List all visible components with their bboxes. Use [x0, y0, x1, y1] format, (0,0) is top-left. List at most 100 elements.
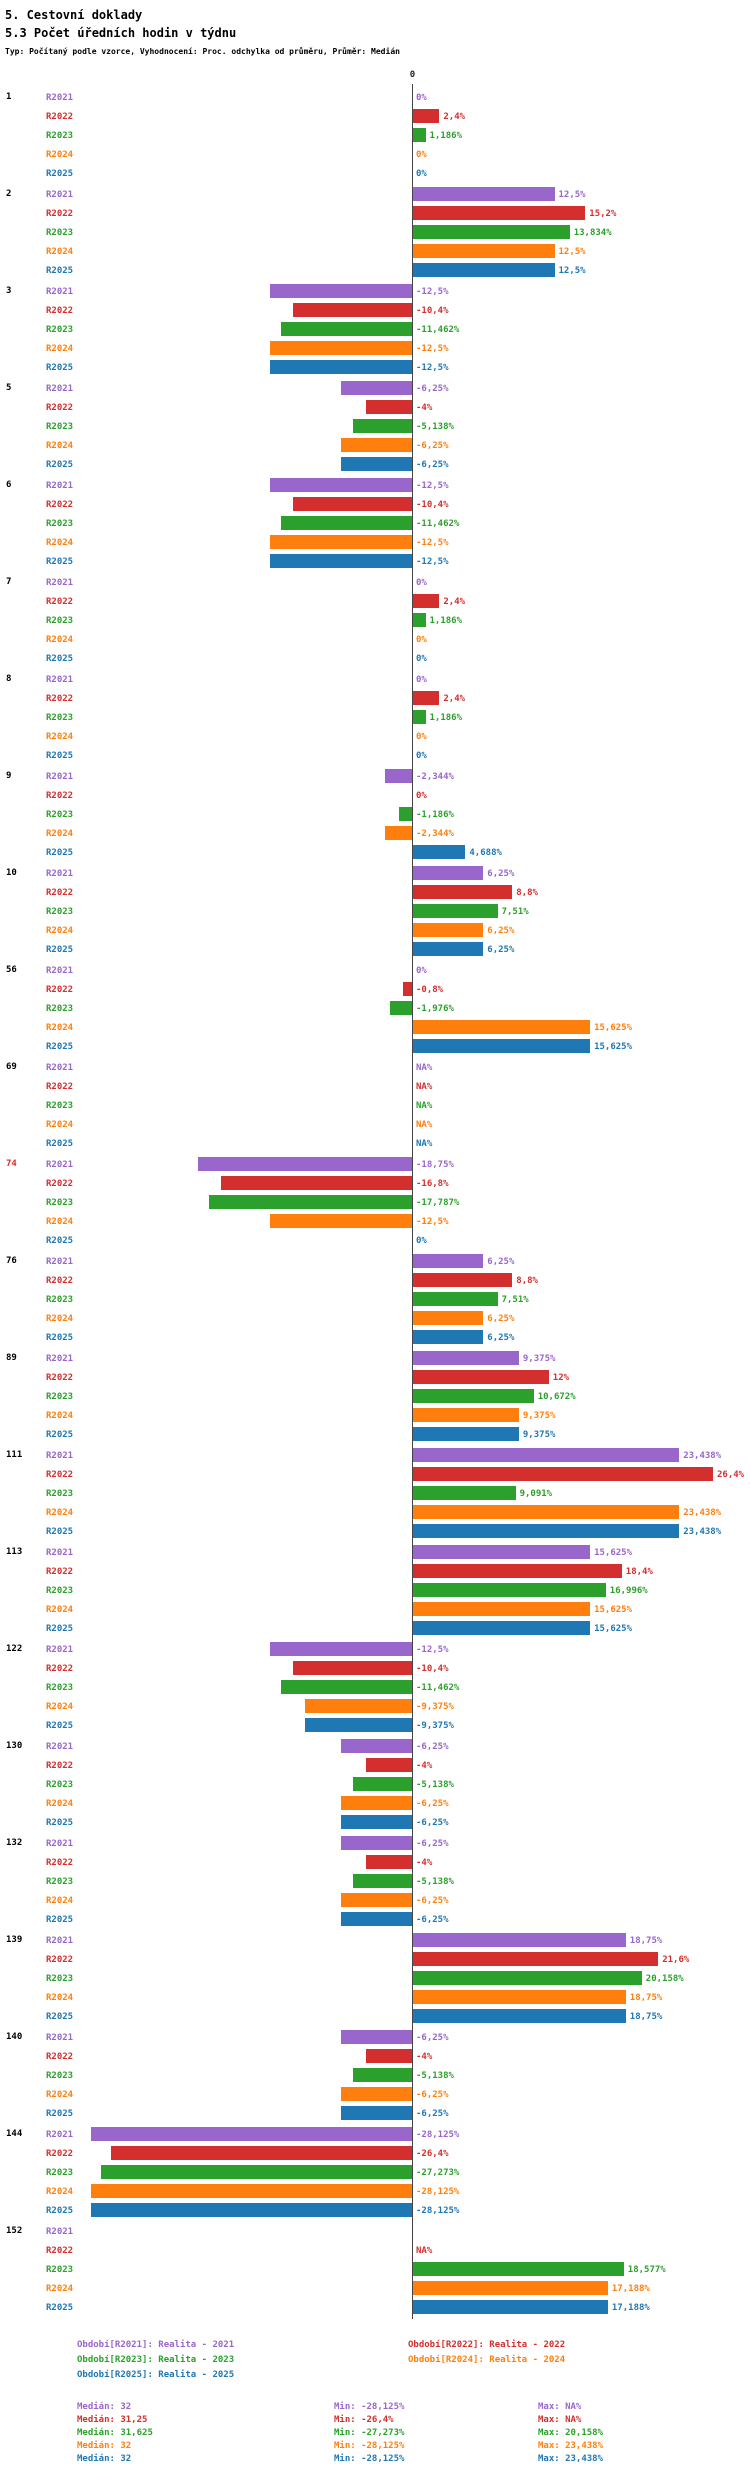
series-label: R2021: [46, 93, 74, 103]
bar-2-R2023: [412, 225, 570, 239]
value-label: 6,25%: [487, 945, 515, 955]
bar-144-R2025: [91, 2203, 412, 2217]
bar-row: R2023 9,091%: [0, 1484, 750, 1503]
bar-group-56: 56 R2021 0% R2022 -0,8% R2023 -1,976% R2024 15,6…: [0, 961, 750, 1056]
bar-row: R2024 -6,25%: [0, 2085, 750, 2104]
value-label: NA%: [416, 1063, 433, 1073]
bar-row: R2025 NA%: [0, 1134, 750, 1153]
bar-row: R2023 -11,462%: [0, 514, 750, 533]
legend-item-R2021: Období[R2021]: Realita - 2021: [77, 2340, 235, 2350]
value-label: 23,438%: [683, 1451, 722, 1461]
series-label: R2022: [46, 1567, 74, 1577]
bar-3-R2022: [293, 303, 412, 317]
bar-row: R2023 1,186%: [0, 126, 750, 145]
value-label: 6,25%: [487, 1257, 515, 1267]
bar-row: R2024 -12,5%: [0, 533, 750, 552]
value-label: 2,4%: [443, 112, 466, 122]
bar-group-139: 139 R2021 18,75% R2022 21,6% R2023 20,158% R202…: [0, 1931, 750, 2026]
stats-row-R2021: Medián: 32 Min: -28,125% Max: NA%: [0, 2402, 750, 2415]
value-label: 1,186%: [429, 616, 463, 626]
series-label: R2022: [46, 112, 74, 122]
value-label: 1,186%: [429, 713, 463, 723]
value-label: -12,5%: [416, 287, 449, 297]
bar-111-R2022: [412, 1467, 713, 1481]
value-label: -5,138%: [416, 1877, 454, 1887]
value-label: -12,5%: [416, 363, 449, 373]
chart-stats: Medián: 32 Min: -28,125% Max: NA% Medián: 3…: [0, 2402, 750, 2472]
bar-122-R2025: [305, 1718, 412, 1732]
series-label: R2021: [46, 1936, 74, 1946]
value-label: -6,25%: [416, 460, 449, 470]
stat-min: Min: -26,4%: [334, 2415, 394, 2425]
series-label: R2024: [46, 1702, 74, 1712]
bar-row: R2022 -0,8%: [0, 980, 750, 999]
series-label: R2025: [46, 1915, 74, 1925]
bar-row: R2021 15,625%: [0, 1543, 750, 1562]
bar-3-R2024: [269, 341, 412, 355]
bar-row: R2024 0%: [0, 145, 750, 164]
bar-152-R2023: [412, 2262, 624, 2276]
bar-1-R2023: [412, 128, 426, 142]
value-label: -16,8%: [416, 1179, 449, 1189]
group-label: 69: [6, 1062, 17, 1072]
value-label: 1,186%: [429, 131, 463, 141]
value-label: 15,625%: [594, 1605, 633, 1615]
bar-row: R2025 -9,375%: [0, 1716, 750, 1735]
series-label: R2024: [46, 2187, 74, 2197]
value-label: 18,75%: [629, 1993, 663, 2003]
bar-132-R2024: [340, 1893, 413, 1907]
bar-1-R2022: [412, 109, 440, 123]
horizontal-bar-chart: 1 R2021 0% R2022 2,4% R2023 1,186% R2024 0% R2025…: [0, 84, 750, 2319]
value-label: 4,688%: [469, 848, 502, 858]
series-label: R2021: [46, 1548, 74, 1558]
series-label: R2024: [46, 344, 74, 354]
bar-89-R2021: [412, 1351, 519, 1365]
bar-group-122: 122 R2021 -12,5% R2022 -10,4% R2023 -11,462% R2…: [0, 1640, 750, 1735]
series-label: R2022: [46, 2246, 74, 2256]
bar-139-R2022: [412, 1952, 659, 1966]
value-label: 0%: [416, 1236, 427, 1246]
bar-row: R2022 -4%: [0, 1853, 750, 1872]
series-label: R2023: [46, 2071, 74, 2081]
series-label: R2023: [46, 2265, 74, 2275]
bar-10-R2022: [412, 885, 513, 899]
value-label: 0%: [416, 169, 427, 179]
group-label: 122: [6, 1644, 23, 1654]
bar-group-111: 111 R2021 23,438% R2022 26,4% R2023 9,091% R202…: [0, 1446, 750, 1541]
group-label: 10: [6, 868, 17, 878]
series-label: R2025: [46, 363, 74, 373]
bar-group-2: 2 R2021 12,5% R2022 15,2% R2023 13,834% R2024 12…: [0, 185, 750, 280]
value-label: 0%: [416, 751, 427, 761]
bar-113-R2023: [412, 1583, 606, 1597]
stat-max: Max: 23,438%: [538, 2441, 604, 2451]
series-label: R2022: [46, 694, 74, 704]
value-label: 9,375%: [522, 1411, 556, 1421]
bar-group-8: 8 R2021 0% R2022 2,4% R2023 1,186% R2024 0% R2025…: [0, 670, 750, 765]
bar-row: R2024 23,438%: [0, 1503, 750, 1522]
bar-group-130: 130 R2021 -6,25% R2022 -4% R2023 -5,138% R2024 -…: [0, 1737, 750, 1832]
bar-2-R2024: [412, 244, 555, 258]
bar-76-R2023: [412, 1292, 498, 1306]
series-label: R2024: [46, 538, 74, 548]
bar-8-R2023: [412, 710, 426, 724]
bar-row: R2023 10,672%: [0, 1387, 750, 1406]
value-label: 16,996%: [609, 1586, 648, 1596]
bar-7-R2022: [412, 594, 440, 608]
bar-144-R2024: [91, 2184, 412, 2198]
stats-row-R2023: Medián: 31,625 Min: -27,273% Max: 20,158%: [0, 2428, 750, 2441]
bar-row: R2023 20,158%: [0, 1969, 750, 1988]
value-label: 0%: [416, 654, 427, 664]
series-label: R2024: [46, 1314, 74, 1324]
value-label: 8,8%: [516, 1276, 538, 1286]
series-label: R2023: [46, 1586, 74, 1596]
bar-row: R2021 -28,125%: [0, 2125, 750, 2144]
zero-axis-line: [412, 84, 413, 2319]
series-label: R2023: [46, 907, 74, 917]
series-label: R2022: [46, 403, 74, 413]
bar-row: R2023 16,996%: [0, 1581, 750, 1600]
stat-min: Min: -27,273%: [334, 2428, 405, 2438]
value-label: 0%: [416, 635, 427, 645]
series-label: R2022: [46, 1955, 74, 1965]
value-label: 0%: [416, 93, 427, 103]
bar-row: R2023 7,51%: [0, 902, 750, 921]
